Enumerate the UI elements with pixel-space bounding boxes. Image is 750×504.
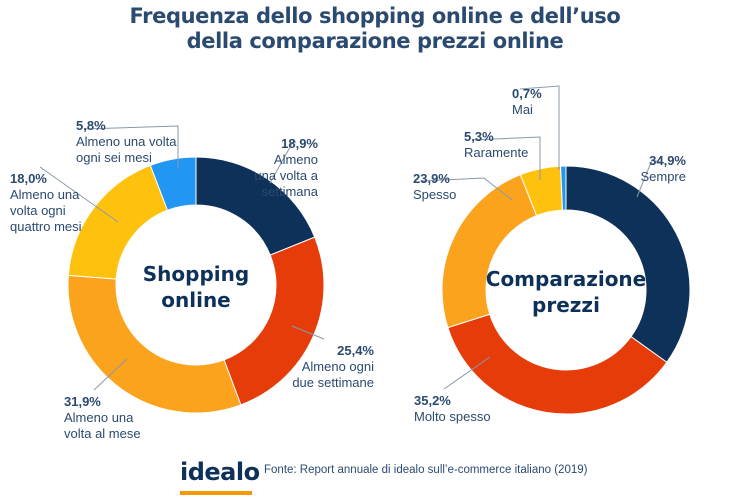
slice-label-4: 5,3% Raramente xyxy=(464,129,528,160)
slice-2 xyxy=(447,313,668,415)
logo-underline xyxy=(180,491,252,495)
donut-charts: Shopping online 18,9% Almeno una volta a sett… xyxy=(10,85,691,441)
chart-title-line-1: Frequenza dello shopping online e dell’u… xyxy=(129,4,621,28)
leader-line xyxy=(269,139,297,184)
chart-title-line-2: della comparazione prezzi online xyxy=(186,29,564,53)
leader-line xyxy=(83,125,179,168)
center-label: Comparazione prezzi xyxy=(486,267,646,317)
slice-1 xyxy=(565,165,691,363)
slice-label-2: 25,4% Almeno ogni due settimane xyxy=(292,343,374,390)
leader-line xyxy=(291,325,325,340)
leader-line xyxy=(471,136,541,180)
slice-label-1: 34,9% Sempre xyxy=(640,153,686,184)
donut-chart-1: Shopping online 18,9% Almeno una volta a sett… xyxy=(10,118,374,441)
donut-chart-2: Comparazione prezzi 34,9% Sempre 35,2% Molto … xyxy=(413,85,691,424)
slice-label-3: 23,9% Spesso xyxy=(413,171,456,202)
leader-line xyxy=(636,159,665,198)
slice-label-2: 35,2% Molto spesso xyxy=(414,393,491,424)
leader-line xyxy=(443,356,491,390)
slice-5 xyxy=(560,165,567,211)
leader-line xyxy=(519,85,560,170)
leader-line xyxy=(420,177,513,201)
slice-label-3: 31,9% Almeno una volta al mese xyxy=(64,394,141,441)
leader-line xyxy=(39,166,119,223)
center-label: Shopping online xyxy=(143,262,249,312)
slice-label-5: 5,8% Almeno una volta ogni sei mesi xyxy=(76,118,177,165)
slice-5 xyxy=(149,156,197,211)
slice-3 xyxy=(67,274,242,414)
footer: idealo Fonte: Report annuale di idealo s… xyxy=(0,444,750,504)
slice-label-4: 18,0% Almeno una volta ogni quattro mesi xyxy=(10,171,82,234)
leader-line xyxy=(93,358,128,391)
chart-title: Frequenza dello shopping online e dell’u… xyxy=(0,4,750,54)
slice-label-5: 0,7% Mai xyxy=(512,86,542,117)
idealo-logo: idealo xyxy=(180,458,260,486)
slice-label-1: 18,9% Almeno una volta a settimana xyxy=(254,136,318,199)
source-note: Fonte: Report annuale di idealo sull’e-c… xyxy=(264,464,588,476)
